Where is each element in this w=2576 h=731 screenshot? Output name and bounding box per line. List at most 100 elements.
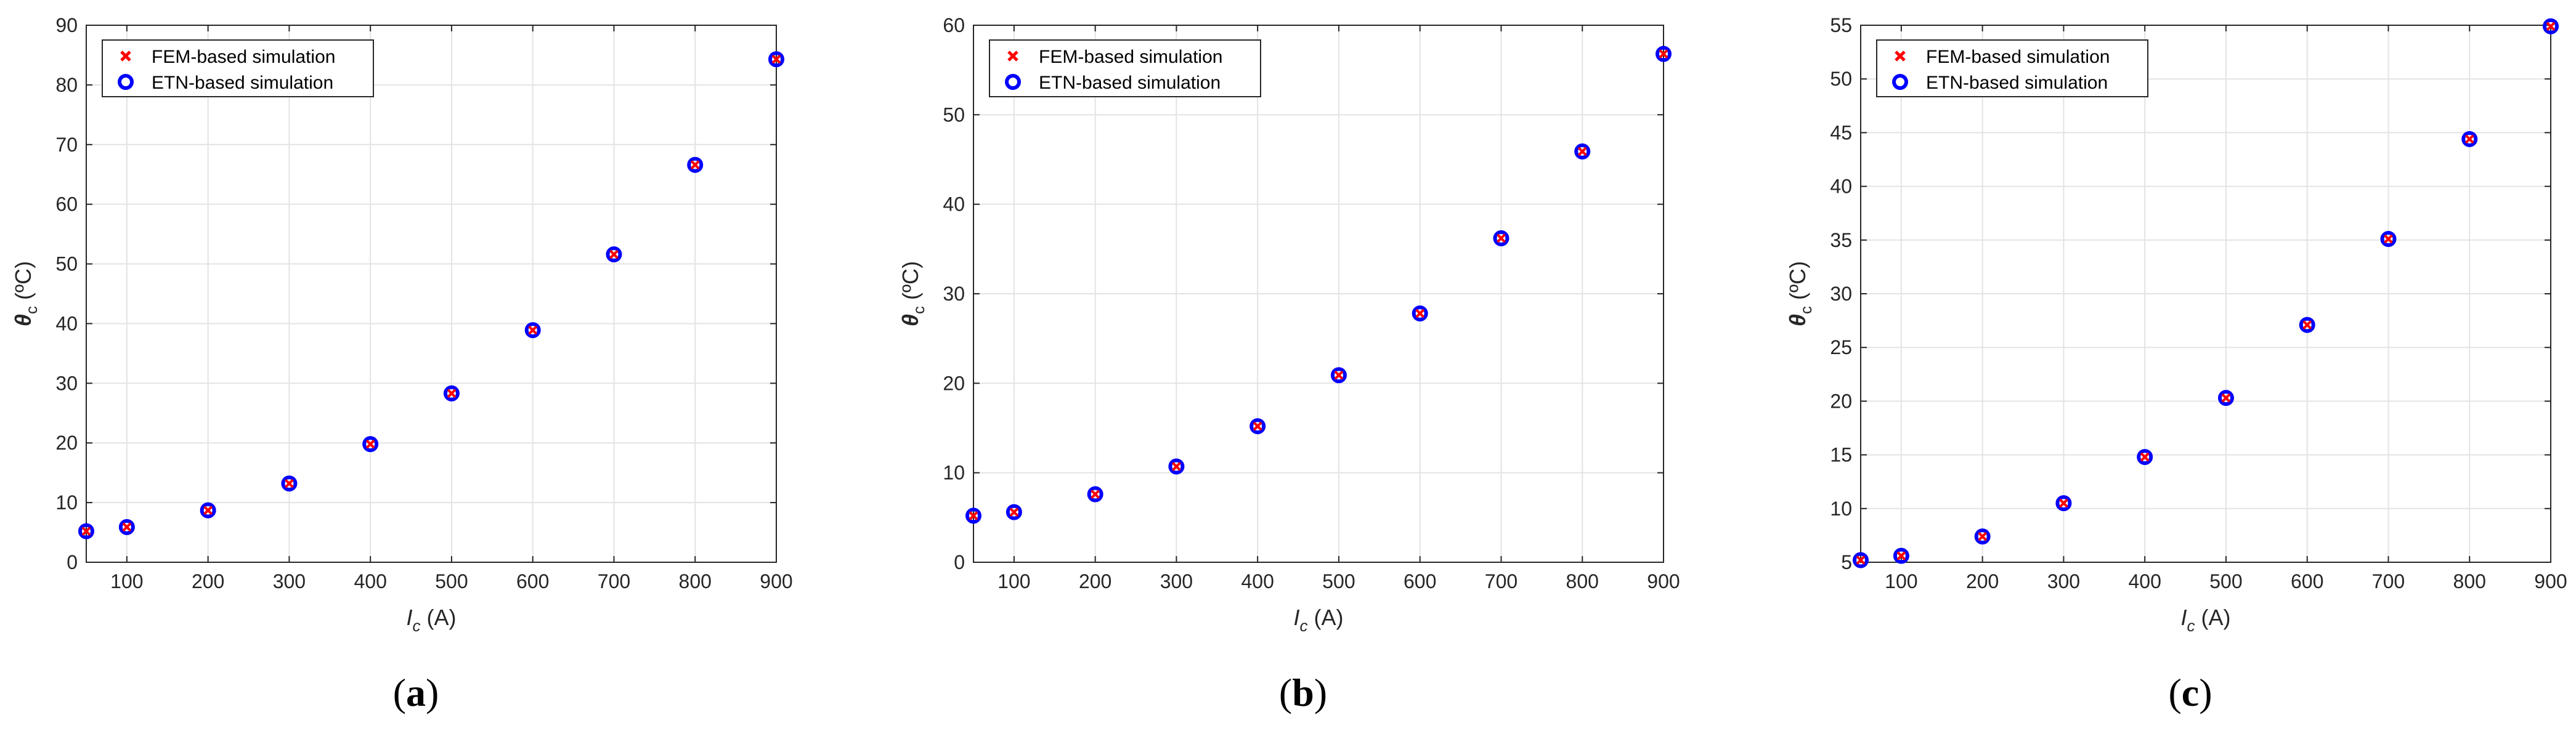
legend-etn-marker [1005,74,1021,90]
etn-point [1656,46,1672,62]
x-tick-label: 800 [2453,570,2486,592]
panel-label: (b) [1279,671,1327,714]
legend-fem-stroke [1007,50,1018,62]
y-tick-label: 60 [55,193,78,216]
y-axis-label-symbol: θ [1785,314,1810,326]
panel-label-letter: b [1292,671,1314,714]
y-tick-label: 40 [1830,176,1852,198]
fem-point [2302,320,2312,329]
series-fem-crosses [1856,22,2556,565]
legend-entry-label: FEM-based simulation [1039,47,1222,67]
x-axis-label-space [2195,605,2201,630]
fem-point [1978,531,1988,541]
legend-fem-stroke [1895,50,1906,62]
fem-point [2221,393,2231,403]
etn-point [606,246,622,263]
y-tick-label: 5 [1841,551,1852,573]
y-tick-label: 70 [55,134,78,156]
fem-point [1659,49,1668,59]
x-tick-label: 400 [2128,570,2161,592]
fem-point [1497,233,1506,243]
fem-point-stroke [122,522,132,532]
legend-fem-stroke [120,50,131,62]
x-tick-label: 300 [2047,570,2080,592]
fem-point [690,160,700,170]
x-axis-label-unit: (A) [427,605,457,630]
y-axis-label-space [1785,300,1810,306]
fem-point-stroke [1091,490,1100,499]
x-axis-label-subscript: c [1300,616,1308,635]
panel-label-open: ( [1279,671,1292,714]
series-etn [965,46,1672,524]
etn-point [2299,317,2315,333]
fem-point-stroke [2546,22,2556,31]
y-axis-label-subscript: c [909,306,928,314]
etn-point [2380,231,2397,248]
fem-point [1334,370,1344,380]
etn-point [281,475,298,492]
fem-point [284,479,294,488]
panel-label-open: ( [2168,671,2181,714]
x-axis-label-space [1308,605,1314,630]
etn-point [768,51,784,68]
y-tick-label: 30 [55,372,78,394]
fem-point-stroke [2221,393,2231,403]
etn-point [1249,418,1266,435]
etn-point [1168,458,1185,475]
y-axis-label-unit: (ºC) [898,261,923,300]
x-tick-label: 200 [1966,570,1999,592]
etn-point [1330,367,1347,384]
y-tick-label: 15 [1830,444,1852,466]
y-axis-ticks: 0 10 20 30 40 50 60 [943,14,1664,573]
fem-point-stroke [2464,134,2474,144]
fem-point [1577,147,1587,156]
x-axis-label: Ic (A) [406,605,456,635]
x-tick-label: 600 [1404,570,1436,592]
fem-point [203,506,213,515]
fem-point-stroke [771,54,781,64]
legend-box [989,39,1261,97]
etn-point [2543,18,2559,34]
fem-point [1171,462,1181,471]
fem-point [609,249,619,259]
x-tick-label: 400 [1241,570,1274,592]
fem-point-stroke [1334,370,1344,380]
fem-point-stroke [1009,507,1019,517]
etn-point [965,507,981,524]
x-tick-label: 500 [435,570,468,592]
legend-entry-label: FEM-based simulation [152,47,335,67]
etn-point [200,502,216,519]
fem-point-stroke [2140,452,2150,462]
legend: FEM-based simulation ETN-based simulation [1876,39,2148,97]
y-tick-label: 20 [1830,390,1852,412]
legend-entry-label: ETN-based simulation [152,73,333,93]
x-tick-label: 400 [354,570,386,592]
x-axis-ticks: 100 200 300 400 500 600 700 800 900 [1885,25,2567,592]
legend-fem-marker [1007,50,1018,62]
y-axis-label: θc (ºC) [1785,261,1815,326]
legend-box [1876,39,2148,97]
y-axis-label: θc (ºC) [898,261,928,326]
y-tick-label: 30 [943,283,965,305]
axes-box [86,25,777,563]
data-points [78,51,784,539]
fem-point-stroke [1497,233,1506,243]
etn-point [1412,305,1428,321]
fem-point-stroke [203,506,213,515]
panel-label-close: ) [1314,671,1327,714]
series-etn [78,51,784,539]
fem-point [2464,134,2474,144]
x-tick-label: 600 [516,570,549,592]
y-tick-label: 50 [55,253,78,275]
chart-panel-b: 100 200 300 400 500 600 700 800 900 0 10 20 30 40 50 60… [898,14,1680,635]
x-axis-label-space [421,605,427,630]
etn-point [118,519,135,535]
fem-point [1896,551,1906,560]
fem-point-stroke [2302,320,2312,329]
etn-point [1087,486,1103,503]
panel-label-letter: c [2182,671,2199,714]
fem-point-stroke [1253,421,1262,431]
fem-point-stroke [2384,234,2393,244]
fem-point [2058,498,2068,508]
legend: FEM-based simulation ETN-based simulation [989,39,1261,97]
